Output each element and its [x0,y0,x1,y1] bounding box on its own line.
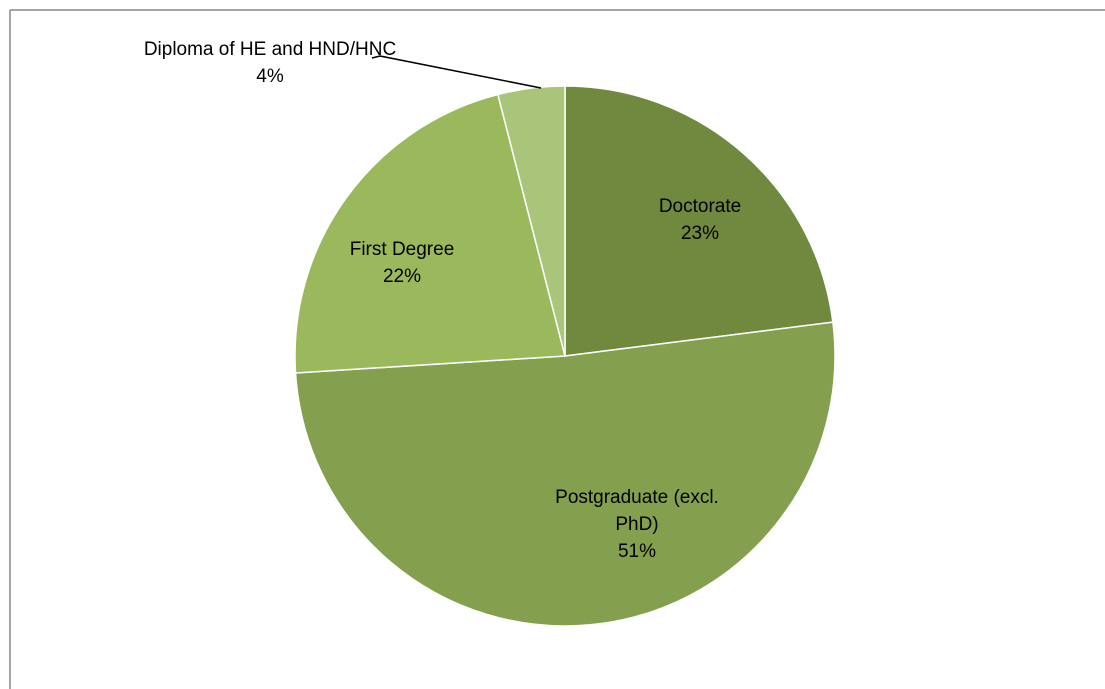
slice-label-box: Doctorate 23% [600,193,800,247]
category-label: Diploma of HE and HND/HNC [143,39,397,60]
slice-label-box: Diploma of HE and HND/HNC 4% [140,36,400,90]
slice-label: Diploma of HE and HND/HNC 4% [140,36,400,90]
category-label: Postgraduate (excl. PhD) [555,487,719,535]
pie-slice [496,85,566,357]
category-label: First Degree [349,239,455,260]
leader-line [371,55,542,89]
slice-label-box: Postgraduate (excl. PhD) 51% [537,484,737,565]
slice-label: Postgraduate (excl. PhD) 51% [537,484,737,565]
value-label: 51% [617,541,657,562]
pie-slice [294,321,836,627]
pie-slice [294,93,566,374]
slice-label: Doctorate 23% [600,193,800,247]
value-label: 23% [680,223,720,244]
pie-slice [564,85,834,357]
slice-label: First Degree 22% [302,236,502,290]
category-label: Doctorate [658,196,742,217]
slice-label-box: First Degree 22% [302,236,502,290]
value-label: 4% [256,66,284,87]
value-label: 22% [382,266,422,287]
